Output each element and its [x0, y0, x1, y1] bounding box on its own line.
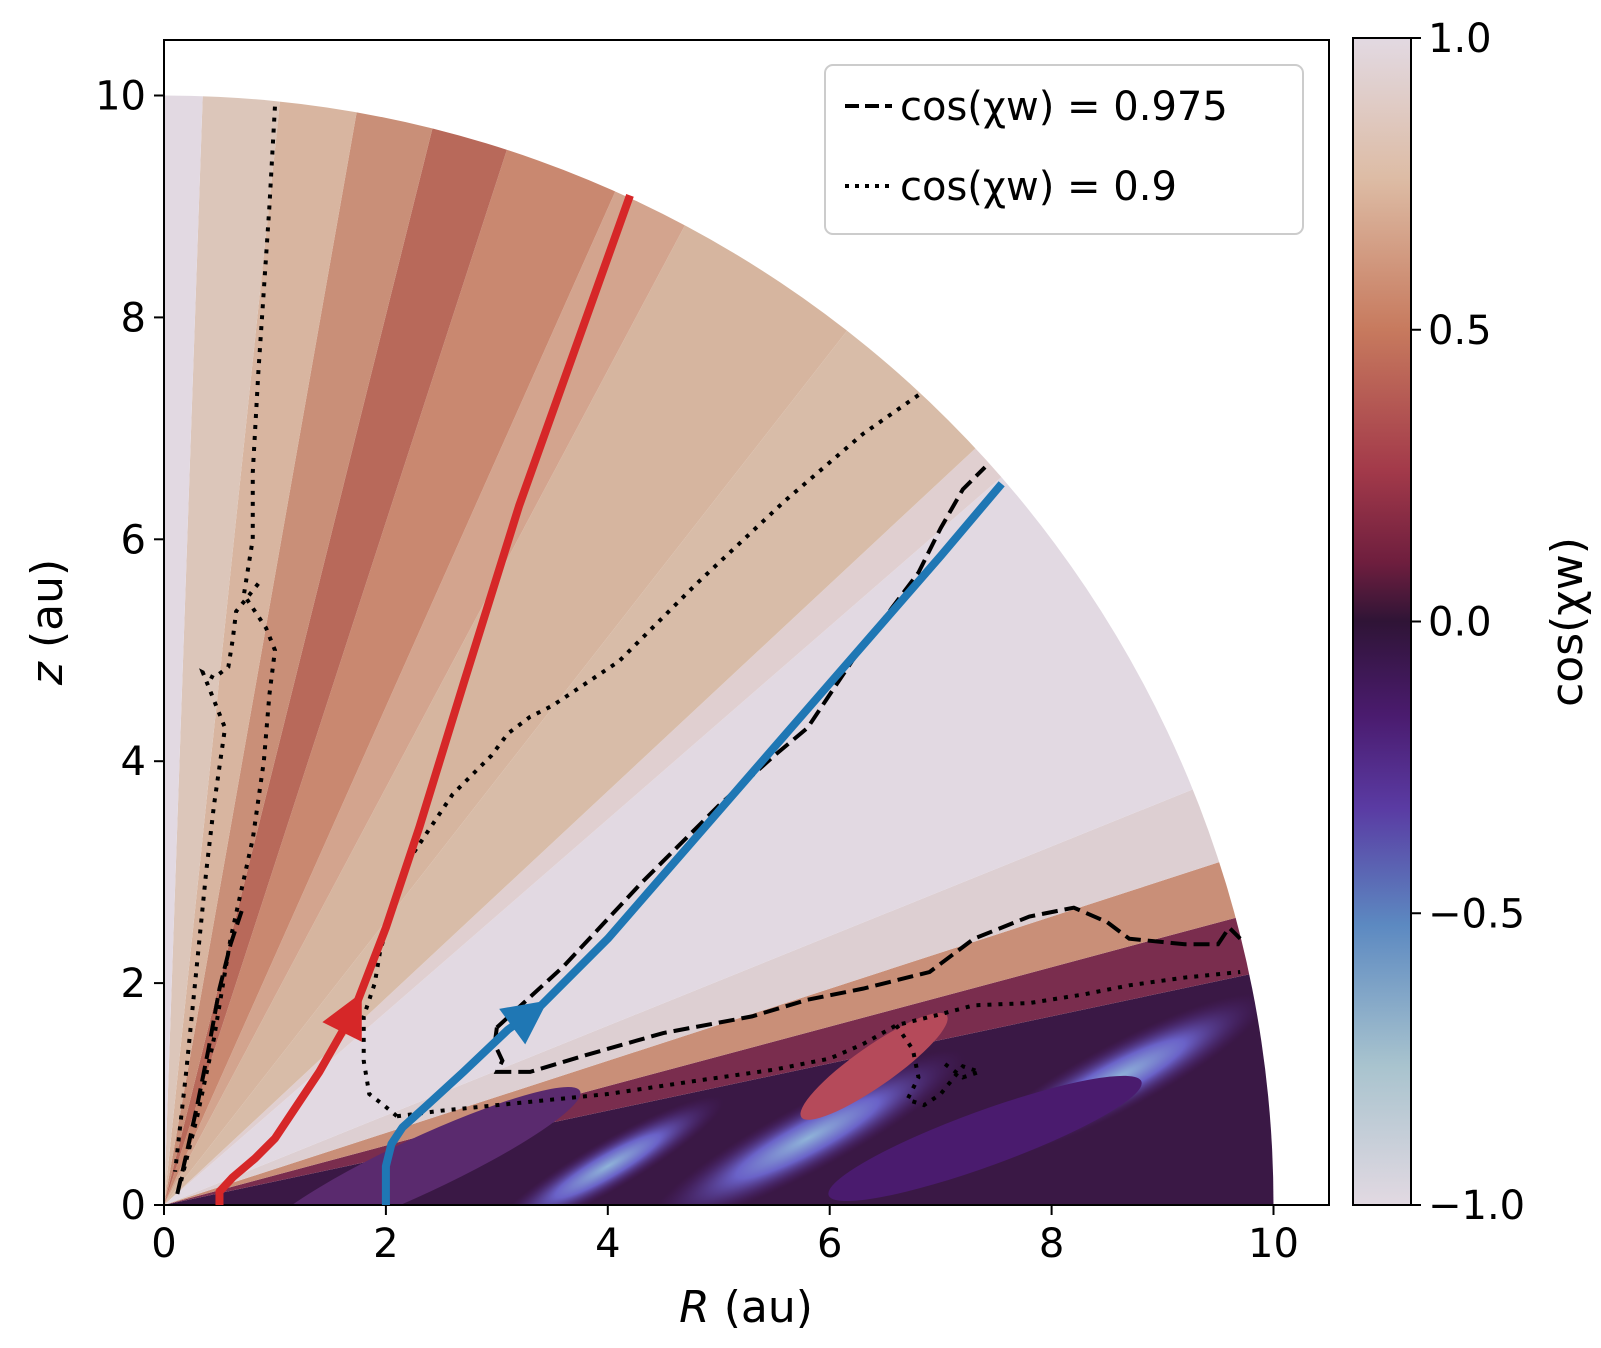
- contour-0.975-lower: [492, 905, 1242, 1074]
- contour-0.975-polar: [175, 910, 244, 1195]
- y-tick-label: 4: [121, 739, 146, 785]
- contour-lines: [173, 106, 1242, 1195]
- heatmap-band: [164, 706, 1274, 1205]
- axes-frame: [163, 39, 1330, 1206]
- x-tick-label: 6: [817, 1221, 842, 1267]
- legend-box: [824, 64, 1304, 235]
- y-tick-label: 10: [95, 74, 146, 120]
- contour-0.9-polar-inner: [173, 582, 260, 1172]
- colorbar-tick-label: 0.5: [1428, 308, 1492, 354]
- streamline-blue: [381, 481, 1005, 1205]
- x-tick-label: 0: [151, 1221, 176, 1267]
- heatmap-band: [164, 95, 706, 1205]
- heatmap-band: [164, 95, 211, 1205]
- y-tick-label: 0: [121, 1183, 146, 1229]
- y-axis-label: z (au): [22, 559, 73, 686]
- x-axis-label: R (au): [679, 1282, 813, 1333]
- contour-0.975-upper: [495, 465, 987, 1029]
- colorbar-tick-label: −1.0: [1428, 1183, 1525, 1229]
- colorbar: 1.0 0.5 0.0 −0.5 −1.0 cos(χw): [1352, 16, 1593, 1229]
- heatmap-band: [164, 95, 790, 1205]
- heatmap-band: [164, 95, 984, 1205]
- contour-0.9-lower: [396, 970, 1241, 1119]
- heatmap-band: [164, 793, 1274, 1205]
- legend-label-09: cos(χw) = 0.9: [900, 164, 1177, 210]
- heatmap-blob: [491, 1096, 724, 1205]
- streamlines: [215, 194, 1005, 1205]
- x-tick-label: 8: [1039, 1221, 1064, 1267]
- heatmap-blob: [257, 1087, 581, 1205]
- x-tick-label: 10: [1248, 1221, 1299, 1267]
- x-tick-label: 4: [595, 1221, 620, 1267]
- axis-ticks: 0 2 4 6 8 10 0 2 4 6 8 10: [95, 74, 1299, 1268]
- contour-0.9-inner-lobe: [894, 1024, 986, 1108]
- streamline-red-arrow: [322, 992, 362, 1042]
- y-tick-label: 8: [121, 295, 146, 341]
- heatmap-band: [164, 95, 396, 1205]
- y-tick-label: 2: [121, 961, 146, 1007]
- legend: cos(χw) = 0.975 cos(χw) = 0.9: [824, 64, 1304, 235]
- contour-0.9-polar-outer: [178, 106, 277, 1184]
- heatmap-band: [164, 296, 1169, 1205]
- heatmap-blob: [649, 1050, 966, 1205]
- heatmap-blob: [800, 1012, 948, 1120]
- heatmap-band: [164, 95, 576, 1205]
- heatmap-blob: [828, 1075, 1142, 1202]
- colorbar-label: cos(χw): [1542, 537, 1593, 707]
- colorbar-tick-label: −0.5: [1428, 891, 1525, 937]
- x-tick-label: 2: [373, 1221, 398, 1267]
- y-tick-label: 6: [121, 517, 146, 563]
- heatmap-band: [164, 155, 1138, 1205]
- streamline-blue-arrow: [499, 1000, 548, 1045]
- colorbar-tick-label: 1.0: [1428, 16, 1492, 62]
- colorbar-tick-label: 0.0: [1428, 600, 1492, 646]
- colorbar-ticks: 1.0 0.5 0.0 −0.5 −1.0: [1411, 16, 1525, 1229]
- streamline-red: [215, 194, 634, 1205]
- colorbar-gradient: [1352, 37, 1412, 1206]
- legend-label-0975: cos(χw) = 0.975: [900, 84, 1228, 130]
